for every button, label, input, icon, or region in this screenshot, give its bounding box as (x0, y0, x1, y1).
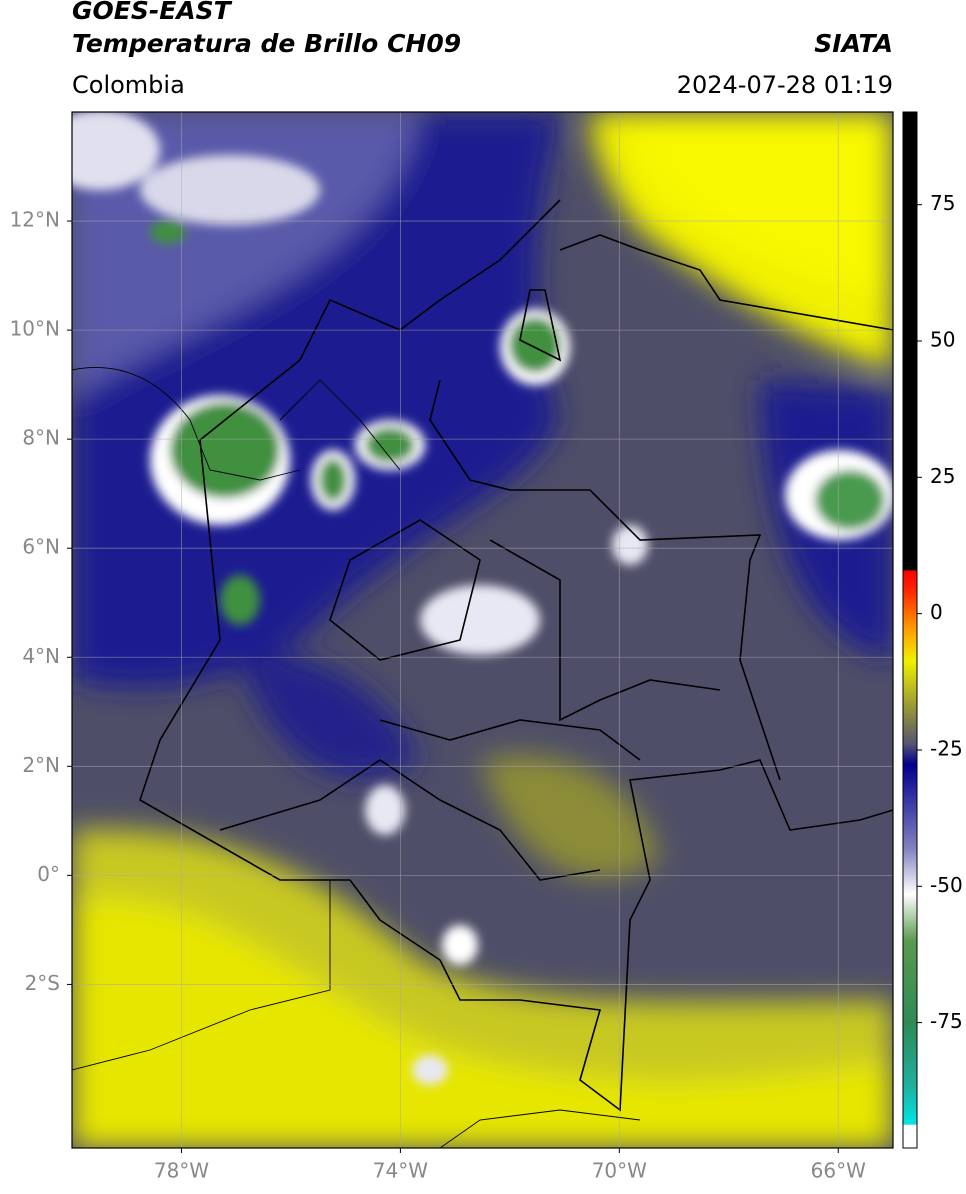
colorbar (902, 111, 918, 1149)
lat-tick-label: 8°N (22, 426, 60, 450)
colorbar-tick-label: 50 (930, 328, 955, 352)
map-frame (71, 111, 894, 1149)
colorbar-tick-label: -25 (930, 736, 963, 760)
lon-tick-label: 78°W (154, 1159, 209, 1183)
lon-tick-label: 66°W (811, 1159, 866, 1183)
colorbar-tick-label: -75 (930, 1009, 963, 1033)
lat-tick-label: 10°N (10, 317, 60, 341)
colorbar-tick-label: -50 (930, 873, 963, 897)
lat-tick-label: 2°N (22, 753, 60, 777)
lat-tick-label: 12°N (10, 208, 60, 232)
title: GOES-EAST (72, 0, 233, 25)
lat-tick-label: 6°N (22, 535, 60, 559)
lon-tick-label: 70°W (592, 1159, 647, 1183)
satellite-image (72, 112, 893, 1148)
datetime: 2024-07-28 01:19 (677, 71, 893, 99)
colorbar-tick-label: 25 (930, 464, 955, 488)
region: Colombia (72, 71, 185, 99)
colorbar-tick-label: 0 (930, 600, 943, 624)
colorbar-tick-label: 75 (930, 191, 955, 215)
lon-tick-label: 74°W (373, 1159, 428, 1183)
source: SIATA (814, 29, 893, 58)
lat-tick-label: 0° (37, 862, 60, 886)
grid (72, 112, 893, 1148)
lat-tick-label: 2°S (25, 971, 60, 995)
subtitle: Temperatura de Brillo CH09 (72, 29, 461, 58)
lat-tick-label: 4°N (22, 644, 60, 668)
